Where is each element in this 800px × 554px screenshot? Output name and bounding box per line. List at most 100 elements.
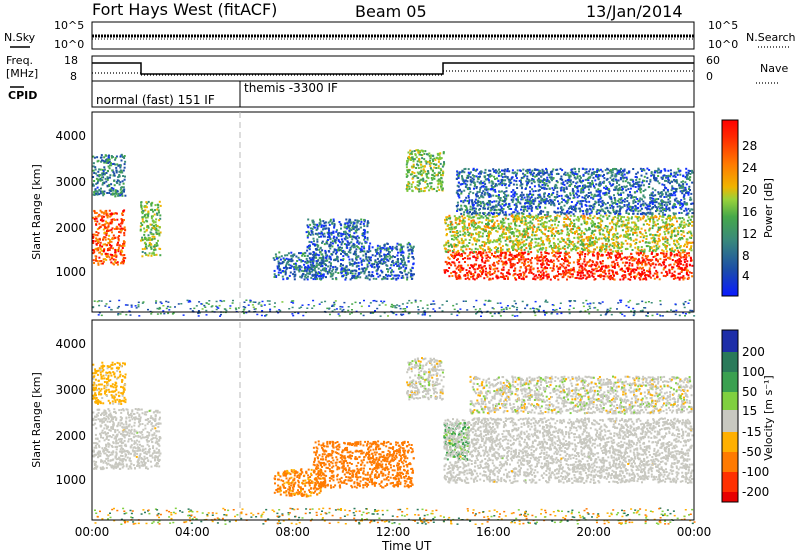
scatter-cell [329, 256, 332, 259]
scatter-cell [308, 244, 311, 247]
scatter-cell [477, 252, 480, 255]
scatter-cell [583, 215, 586, 218]
scatter-cell [432, 160, 435, 162]
scatter-cell [667, 217, 670, 220]
nave-label: Nave [760, 62, 788, 75]
scatter-cell [315, 256, 318, 259]
scatter-cell [673, 230, 676, 233]
scatter-cell [666, 256, 669, 259]
scatter-cell [480, 215, 483, 218]
scatter-cell [560, 232, 563, 235]
scatter-cell [542, 271, 545, 274]
scatter-cell [547, 260, 550, 263]
scatter-cell [445, 250, 448, 253]
scatter-cell [281, 270, 284, 272]
scatter-cell [425, 179, 428, 182]
scatter-cell [110, 156, 113, 159]
scatter-cell [506, 236, 508, 239]
scatter-cell [113, 172, 116, 175]
scatter-cell [371, 263, 374, 266]
scatter-cell [409, 275, 412, 278]
scatter-cell [289, 271, 292, 274]
scatter-cell [308, 268, 311, 271]
scatter-cell [479, 264, 482, 267]
scatter-cell [570, 228, 573, 231]
scatter-cell [411, 177, 414, 180]
scatter-cell [642, 223, 645, 226]
scatter-cell [410, 274, 413, 277]
scatter-cell [541, 222, 544, 225]
scatter-cell [522, 252, 525, 255]
scatter-cell [520, 222, 523, 224]
scatter-cell [280, 255, 283, 258]
scatter-cell [436, 174, 439, 177]
scatter-cell [309, 272, 312, 275]
scatter-cell [552, 242, 555, 244]
scatter-cell [563, 245, 566, 248]
scatter-cell [661, 249, 664, 252]
scatter-cell [454, 254, 456, 257]
scatter-cell [601, 242, 604, 245]
scatter-cell [115, 192, 118, 195]
scatter-cell [140, 206, 143, 209]
scatter-cell [627, 219, 630, 222]
scatter-cell [633, 231, 636, 234]
scatter-cell [462, 241, 465, 244]
scatter-cell [528, 264, 530, 267]
scatter-cell [456, 266, 459, 269]
scatter-cell [154, 248, 157, 251]
scatter-cell [151, 252, 154, 255]
scatter-cell [586, 270, 589, 273]
scatter-cell [108, 242, 111, 245]
scatter-cell [491, 228, 493, 231]
scatter-cell [512, 262, 515, 265]
scatter-cell [417, 151, 420, 154]
scatter-cell [488, 233, 490, 235]
scatter-cell [460, 266, 463, 269]
scatter-cell [108, 183, 111, 186]
scatter-cell [487, 223, 490, 226]
scatter-cell [668, 271, 671, 274]
scatter-cell [497, 174, 500, 177]
scatter-cell [115, 171, 118, 174]
scatter-cell [443, 271, 446, 274]
scatter-cell [482, 216, 485, 219]
scatter-cell [639, 236, 642, 238]
scatter-cell [544, 233, 546, 236]
scatter-cell [579, 239, 582, 242]
scatter-cell [114, 158, 117, 161]
scatter-cell [677, 249, 680, 252]
scatter-cell [116, 163, 119, 166]
scatter-cell [94, 220, 97, 223]
scatter-cell [633, 258, 636, 260]
scatter-cell [107, 165, 110, 168]
scatter-cell [689, 246, 692, 249]
scatter-cell [319, 220, 322, 223]
scatter-cell [123, 244, 126, 247]
scatter-cell [660, 252, 662, 255]
scatter-cell [624, 239, 627, 242]
scatter-cell [532, 175, 535, 177]
scatter-cell [545, 238, 548, 241]
scatter-cell [590, 244, 593, 247]
scatter-cell [531, 229, 534, 232]
scatter-cell [114, 236, 117, 239]
scatter-cell [410, 246, 413, 249]
scatter-cell [483, 261, 486, 264]
scatter-cell [405, 166, 408, 169]
scatter-cell [323, 232, 326, 235]
scatter-cell [442, 152, 445, 155]
scatter-cell [664, 275, 667, 278]
scatter-cell [321, 262, 324, 264]
scatter-cell [366, 223, 369, 226]
scatter-cell [420, 160, 423, 163]
scatter-cell [105, 220, 107, 223]
scatter-cell [558, 248, 561, 250]
scatter-cell [143, 215, 146, 218]
scatter-cell [488, 264, 491, 267]
scatter-cell [306, 224, 309, 227]
scatter-cell [312, 243, 315, 246]
scatter-cell [308, 248, 311, 251]
scatter-cell [328, 234, 331, 237]
